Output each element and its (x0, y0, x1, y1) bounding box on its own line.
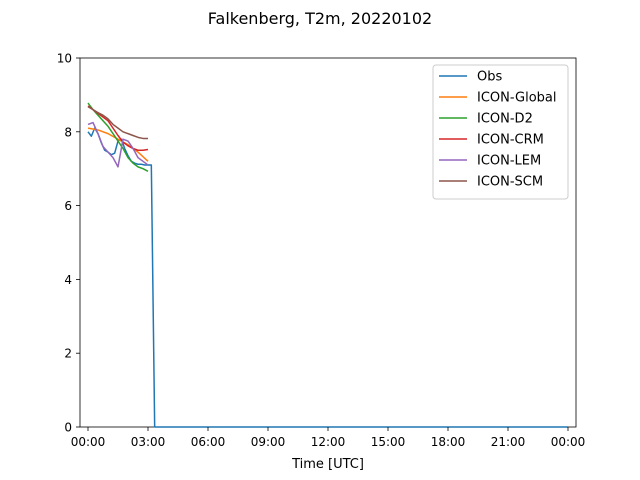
legend-label: ICON-Global (477, 91, 557, 106)
legend-label: Obs (477, 70, 502, 85)
legend-label: ICON-SCM (477, 175, 543, 190)
series-line-icon-global (87, 127, 149, 162)
y-tick-label: 2 (64, 347, 72, 361)
y-tick-label: 8 (64, 125, 72, 139)
legend-label: ICON-LEM (477, 154, 541, 169)
legend-box (432, 64, 569, 200)
axes-group: 00:00 03:00 06:00 09:00 12:00 15:00 18:00 21:00… (57, 52, 586, 450)
x-tick-label: 15:00 (371, 435, 406, 449)
x-tick-label: 21:00 (491, 435, 526, 449)
x-tick-label: 03:00 (131, 435, 166, 449)
legend-label: ICON-D2 (477, 112, 533, 127)
y-tick-label: 4 (64, 273, 72, 287)
y-tick-label: 0 (64, 421, 72, 435)
x-axis-label: Time [UTC] (291, 457, 364, 472)
series-group (87, 102, 568, 428)
x-tick-label: 12:00 (311, 435, 346, 449)
chart-title: Falkenberg, T2m, 20220102 (208, 9, 432, 28)
y-tick-label: 6 (64, 199, 72, 213)
series-line-icon-lem (87, 121, 149, 168)
series-line-icon-scm (87, 106, 148, 140)
x-tick-label: 18:00 (431, 435, 466, 449)
x-tick-label: 09:00 (251, 435, 286, 449)
legend-label: ICON-CRM (477, 133, 544, 148)
x-tick-label: 00:00 (71, 435, 106, 449)
legend: Obs ICON-Global ICON-D2 ICON-CRM ICON-LEM ICO… (432, 64, 569, 200)
x-tick-label: 06:00 (191, 435, 226, 449)
y-tick-label: 10 (57, 52, 72, 66)
x-tick-label: 00:00 (551, 435, 586, 449)
series-line-icon-d2 (87, 102, 149, 172)
